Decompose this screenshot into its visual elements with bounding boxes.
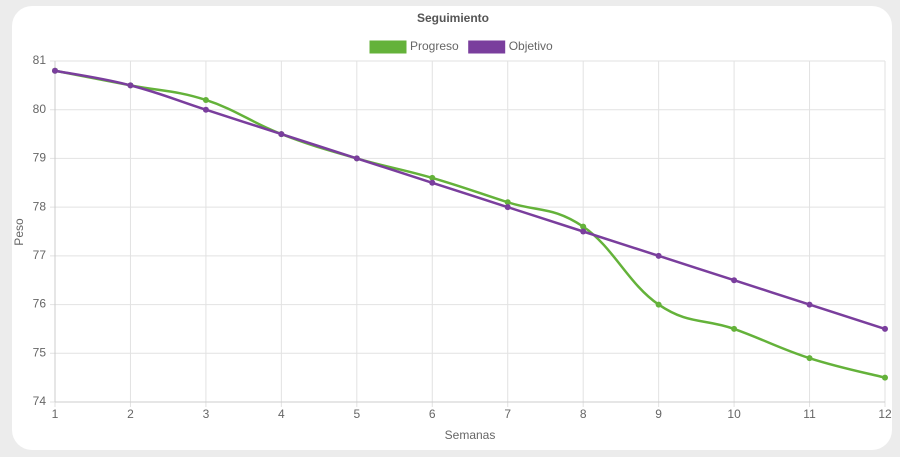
x-tick-label: 9 bbox=[655, 407, 662, 421]
point bbox=[429, 174, 436, 181]
x-tick-label: 3 bbox=[203, 407, 210, 421]
point bbox=[504, 199, 511, 206]
x-tick-label: 11 bbox=[803, 407, 816, 421]
point bbox=[504, 204, 511, 211]
point bbox=[429, 179, 436, 186]
x-tick-label: 5 bbox=[353, 407, 360, 421]
series-line bbox=[54, 69, 886, 379]
x-tick-label: 6 bbox=[429, 407, 436, 421]
legend-swatch bbox=[369, 40, 407, 54]
point bbox=[202, 96, 209, 103]
legend-swatch bbox=[468, 40, 506, 54]
point bbox=[353, 155, 360, 162]
point bbox=[655, 252, 662, 259]
point bbox=[52, 67, 58, 74]
x-tick-label: 7 bbox=[504, 407, 511, 421]
y-axis-label: Peso bbox=[12, 218, 26, 246]
point bbox=[580, 223, 587, 230]
point bbox=[731, 325, 738, 332]
point bbox=[882, 325, 888, 332]
point bbox=[278, 131, 285, 138]
y-tick-label: 79 bbox=[33, 151, 47, 165]
x-tick-label: 2 bbox=[127, 407, 134, 421]
x-tick-label: 4 bbox=[278, 407, 285, 421]
point bbox=[806, 355, 813, 362]
point bbox=[655, 301, 662, 308]
y-tick-label: 78 bbox=[33, 199, 47, 213]
y-tick-label: 81 bbox=[33, 53, 47, 67]
series-line bbox=[54, 69, 886, 331]
x-tick-label: 12 bbox=[878, 407, 892, 421]
y-tick-label: 74 bbox=[33, 394, 47, 408]
point bbox=[580, 228, 587, 235]
x-tick-label: 10 bbox=[727, 407, 741, 421]
x-tick-label: 1 bbox=[52, 407, 59, 421]
y-tick-label: 80 bbox=[33, 102, 47, 116]
x-axis-label: Semanas bbox=[445, 428, 496, 442]
legend-label: Objetivo bbox=[509, 39, 553, 53]
point bbox=[731, 277, 738, 284]
y-tick-label: 75 bbox=[33, 345, 47, 359]
card bbox=[12, 6, 892, 450]
x-tick-label: 8 bbox=[580, 407, 587, 421]
chart-title: Seguimiento bbox=[417, 11, 489, 25]
point bbox=[202, 106, 209, 113]
point bbox=[806, 301, 813, 308]
legend-label: Progreso bbox=[410, 39, 459, 53]
point bbox=[127, 82, 134, 89]
y-tick-label: 77 bbox=[33, 248, 47, 262]
point bbox=[882, 374, 888, 381]
y-tick-label: 76 bbox=[33, 297, 47, 311]
